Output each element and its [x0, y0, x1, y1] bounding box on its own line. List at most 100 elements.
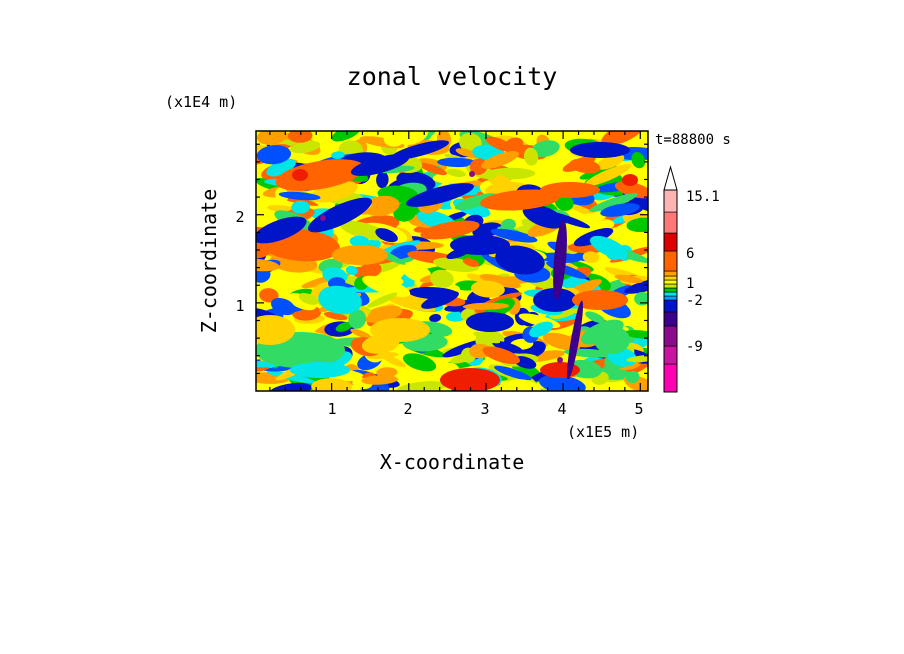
field-contour [490, 228, 538, 243]
field-contour [350, 328, 373, 340]
colorbar-segment [663, 232, 678, 252]
colorbar-segment [663, 295, 678, 301]
field-contour [469, 158, 488, 175]
field-contour [290, 140, 321, 154]
field-contour [323, 311, 348, 321]
field-contour [367, 292, 398, 308]
field-contour [446, 168, 466, 177]
field-contour [287, 131, 313, 143]
field-contour [576, 213, 607, 222]
field-contour [418, 162, 448, 176]
colorbar-segment [663, 311, 678, 327]
field-contour [345, 265, 358, 276]
field-contour [298, 292, 319, 305]
field-contour [600, 203, 640, 217]
field-contour [275, 159, 365, 191]
colorbar-segment [663, 189, 678, 213]
plot-frame [255, 130, 649, 392]
field-contour [450, 235, 510, 255]
field-contour [589, 235, 628, 259]
x-tick-label: 5 [634, 400, 643, 418]
field-contour [406, 183, 474, 207]
x-axis-label: X-coordinate [380, 450, 525, 474]
field-contour [291, 200, 310, 214]
y-tick-labels: 1 2 [235, 208, 244, 315]
colorbar-label: -2 [686, 293, 703, 309]
field-contour [420, 220, 480, 240]
field-contour [567, 300, 583, 380]
field-contour [360, 261, 382, 278]
colorbar-label: -9 [686, 339, 703, 355]
x-tick-label: 3 [480, 400, 489, 418]
field-contour [259, 288, 279, 303]
field-contour [278, 191, 321, 201]
x-scale-note: (x1E5 m) [567, 423, 639, 441]
field-contour [331, 131, 362, 142]
field-contour [376, 171, 389, 189]
field-contour [340, 220, 389, 241]
colorbar-segment [663, 299, 678, 313]
field-contour [256, 131, 288, 145]
colorbar-segment [663, 325, 678, 347]
field-contour [504, 379, 542, 391]
field-contour [469, 171, 475, 177]
field-contour [292, 169, 308, 181]
field-contour [256, 216, 307, 244]
colorbar-segment [663, 211, 678, 234]
field-contour [625, 370, 640, 384]
field-contour [287, 293, 317, 311]
field-contour [383, 131, 406, 147]
chart-title: zonal velocity [347, 62, 558, 91]
colorbar-segment [663, 250, 678, 272]
field-contour [494, 365, 532, 381]
colorbar-label: 6 [686, 246, 694, 262]
field-contour [376, 367, 398, 378]
field-contour [440, 368, 500, 391]
field-contour [582, 251, 600, 264]
field-contour [596, 154, 625, 170]
field-contour [601, 131, 645, 146]
field-contour [320, 215, 326, 221]
colorbar-segment [663, 291, 678, 297]
field-contour [349, 235, 369, 247]
field-contour [270, 297, 296, 316]
field-contour [331, 151, 345, 159]
field-contour [350, 154, 410, 176]
field-contour [466, 312, 514, 332]
colorbar-label: 15.1 [686, 189, 720, 205]
field-contour [522, 204, 565, 229]
colorbar-segment [663, 275, 678, 281]
field-contour [370, 318, 430, 342]
field-contour [492, 341, 524, 354]
field-contour [375, 228, 398, 243]
field-contour [361, 375, 399, 385]
field-contour [256, 258, 280, 272]
field-contour [256, 145, 292, 165]
field-contour [393, 202, 417, 222]
field-contour [570, 142, 630, 158]
colorbar-segment [663, 287, 678, 293]
field-contour [481, 151, 519, 169]
field-contour [348, 309, 367, 329]
colorbar-segment [663, 270, 678, 277]
colorbar-frame [663, 189, 678, 393]
field-contour [623, 330, 648, 339]
field-contour [266, 370, 317, 384]
field-contour [402, 353, 437, 372]
field-contour [407, 264, 431, 278]
field-contour [332, 245, 388, 265]
y-tick-label: 2 [235, 208, 244, 226]
field-contour [455, 148, 478, 158]
field-contour [614, 181, 648, 199]
field-contour [585, 311, 605, 324]
field-contour [622, 174, 638, 186]
field-contour [421, 291, 459, 309]
x-tick-label: 1 [327, 400, 336, 418]
field-contour [594, 326, 630, 354]
colorbar-segment [663, 279, 678, 285]
field-contour [266, 158, 296, 177]
colorbar-labels: 15.1 6 1 -2 -9 [686, 189, 720, 355]
field-contour [480, 189, 560, 211]
axis-ticks [256, 131, 648, 391]
